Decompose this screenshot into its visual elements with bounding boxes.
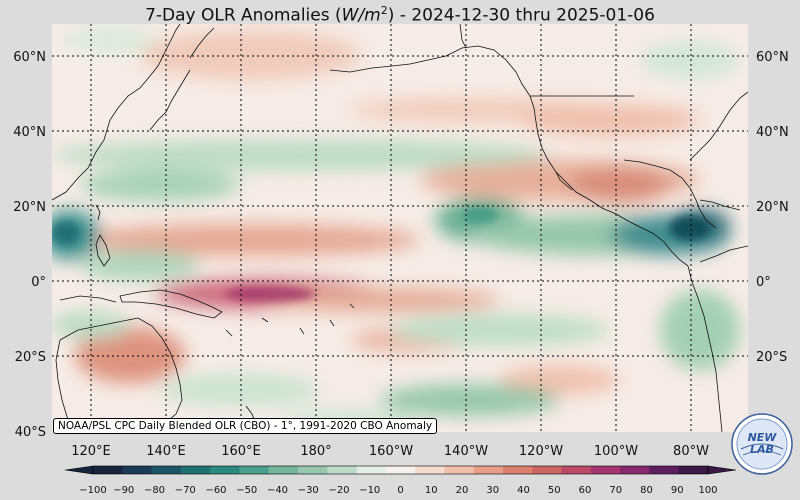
colorbar-swatch (620, 466, 650, 474)
colorbar-tick-label: −40 (267, 485, 288, 496)
colorbar-tick-label: 90 (671, 485, 684, 496)
lon-label: 120°W (519, 444, 563, 459)
title-unit: W/m (341, 5, 381, 26)
colorbar-swatch (268, 466, 299, 474)
anomaly-field (52, 24, 748, 432)
colorbar-tick-label: −90 (113, 485, 134, 496)
colorbar-swatch (327, 466, 358, 474)
lon-label: 120°E (71, 444, 111, 459)
lat-label: 60°N (13, 50, 46, 65)
lat-label: 20°S (756, 350, 787, 365)
map-title: 7-Day OLR Anomalies (W/m2) - 2024-12-30 … (0, 0, 800, 26)
lat-label: 40°S (15, 425, 46, 440)
title-prefix: 7-Day OLR Anomalies ( (145, 5, 342, 26)
colorbar-swatch (678, 466, 709, 474)
lon-label: 140°E (146, 444, 186, 459)
lat-label: 60°N (756, 50, 789, 65)
colorbar-tick-label: −30 (298, 485, 319, 496)
logo-text-line1: NEW (748, 431, 778, 444)
colorbar-arrow-min (64, 465, 94, 475)
lat-labels-left: 60°N 40°N 20°N 0° 20°S 40°S (13, 50, 46, 440)
colorbar-swatch (532, 466, 563, 474)
colorbar-tick-label: 50 (548, 485, 561, 496)
colorbar-swatch (444, 466, 475, 474)
source-note: NOAA/PSL CPC Daily Blended OLR (CBO) - 1… (53, 418, 438, 434)
colorbar-border (92, 465, 709, 475)
colorbar-tick-label: 0 (397, 485, 403, 496)
lat-label: 40°N (13, 125, 46, 140)
colorbar-tick-label: 80 (640, 485, 653, 496)
colorbar-tick-label: 60 (579, 485, 592, 496)
colorbar-swatch (590, 466, 621, 474)
colorbar-swatch (415, 466, 445, 474)
colorbar-swatch (561, 466, 592, 474)
lat-label: 20°N (13, 200, 46, 215)
colorbar-swatch (93, 466, 123, 474)
coastlines (52, 24, 748, 432)
colorbar-tick-label: 100 (698, 485, 717, 496)
lat-label: 20°S (15, 350, 46, 365)
colorbar-swatch (239, 466, 270, 474)
colorbar-tick-label: 30 (486, 485, 499, 496)
colorbar-tick-label: −100 (79, 485, 106, 496)
lon-labels: 120°E 140°E 160°E 180° 160°W 140°W 120°W… (71, 444, 709, 459)
logo-text-line2: LAB (750, 443, 774, 456)
lon-label: 140°W (444, 444, 488, 459)
colorbar: −100 −90 −80 −70 −60 −50 −40 −30 −20 −10 0 10 20 30 40… (64, 465, 737, 496)
lon-label: 160°E (221, 444, 261, 459)
colorbar-swatch (503, 466, 533, 474)
graticule (52, 24, 748, 432)
colorbar-tick-label: 40 (517, 485, 530, 496)
lat-label: 40°N (756, 125, 789, 140)
colorbar-swatch (122, 466, 153, 474)
colorbar-tick-label: 10 (425, 485, 438, 496)
lat-label: 0° (756, 275, 771, 290)
colorbar-tick-label: −70 (175, 485, 196, 496)
colorbar-swatch (649, 466, 680, 474)
colorbar-tick-label: −10 (359, 485, 380, 496)
colorbar-swatch (210, 466, 240, 474)
lon-label: 100°W (594, 444, 638, 459)
colorbar-swatch (473, 466, 504, 474)
colorbar-tick-label: 20 (456, 485, 469, 496)
lat-label: 0° (31, 275, 46, 290)
noaa-logo: NEW LAB (731, 413, 793, 475)
colorbar-tick-label: −50 (236, 485, 257, 496)
colorbar-tick-label: 70 (609, 485, 622, 496)
colorbar-swatch (298, 466, 328, 474)
colorbar-tick-label: −80 (144, 485, 165, 496)
lon-label: 80°W (673, 444, 709, 459)
colorbar-swatch (180, 466, 211, 474)
colorbar-tick-label: −20 (328, 485, 349, 496)
colorbar-tick-label: −60 (205, 485, 226, 496)
lon-label: 160°W (369, 444, 413, 459)
lon-label: 180° (300, 444, 331, 459)
lat-labels-right: 60°N 40°N 20°N 0° 20°S (756, 50, 789, 365)
title-unit-exponent: 2 (380, 4, 388, 17)
colorbar-swatch (151, 466, 182, 474)
lat-label: 20°N (756, 200, 789, 215)
colorbar-swatch (356, 466, 387, 474)
title-suffix: ) - 2024-12-30 thru 2025-01-06 (387, 5, 655, 26)
colorbar-swatch (385, 466, 416, 474)
